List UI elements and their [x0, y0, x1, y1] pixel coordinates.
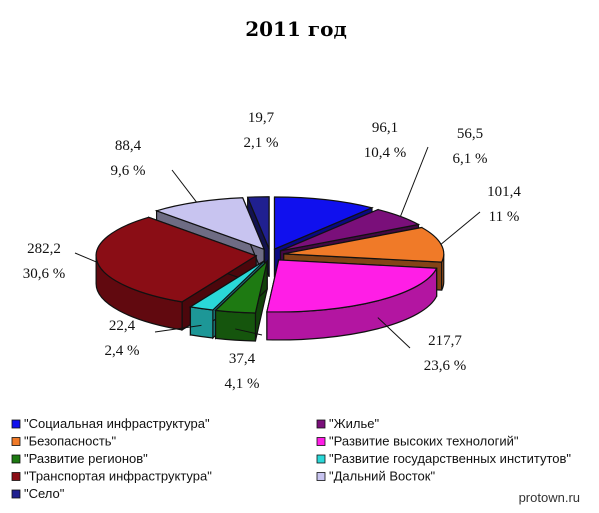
legend: "Социальная инфраструктура" "Жилье" "Безоп… [11, 416, 571, 501]
legend-swatch-3 [316, 437, 326, 446]
legend-label-8: "Село" [24, 486, 65, 501]
leader-line-4 [235, 328, 263, 336]
data-label-percent-1: 6,1 % [453, 151, 488, 167]
slice-6 [95, 216, 258, 303]
legend-label-7: "Дальний Восток" [329, 469, 435, 484]
slice-4 [214, 259, 269, 314]
legend-swatch-0 [11, 419, 21, 429]
data-label-value-6: 282,2 [27, 241, 61, 257]
leader-line-7 [171, 169, 197, 203]
legend-label-1: "Жилье" [329, 416, 379, 431]
slice-5 [188, 260, 265, 311]
legend-label-4: "Развитие регионов" [24, 451, 148, 466]
data-label-percent-2: 11 % [489, 209, 520, 225]
data-label-value-1: 56,5 [457, 126, 483, 142]
data-label-value-0: 96,1 [372, 120, 398, 136]
data-label-value-3: 217,7 [428, 333, 462, 349]
legend-label-2: "Безопасность" [24, 434, 117, 449]
legend-label-5: "Развитие государственных институтов" [329, 451, 571, 466]
pie-tops [95, 196, 445, 314]
leader-line-6 [74, 252, 98, 263]
legend-label-3: "Развитие высоких технологий" [329, 434, 519, 449]
slice-8 [246, 196, 270, 249]
legend-swatch-2 [11, 437, 21, 446]
slice-2 [283, 226, 445, 263]
data-label-percent-4: 4,1 % [225, 376, 260, 392]
data-labels: 96,1 10,4 % 56,5 6,1 % 101,4 11 % 217,7 23,6 % 3… [23, 110, 522, 392]
legend-swatch-8 [11, 489, 21, 499]
data-label-value-5: 22,4 [109, 318, 136, 334]
legend-label-6: "Транспортая инфраструктура" [24, 469, 212, 484]
slice-3 [266, 259, 438, 313]
legend-swatch-4 [11, 454, 21, 464]
legend-label-0: "Социальная инфраструктура" [24, 416, 210, 431]
leader-line-5 [154, 324, 202, 333]
slice-0 [273, 196, 374, 250]
chart-title: 2011 год [245, 17, 347, 41]
data-label-percent-8: 2,1 % [244, 135, 279, 151]
data-label-value-4: 37,4 [229, 351, 256, 367]
data-label-percent-0: 10,4 % [364, 145, 407, 161]
legend-swatch-6 [11, 472, 21, 481]
data-label-percent-3: 23,6 % [424, 358, 467, 374]
slice-side-4 [214, 309, 257, 342]
watermark: protown.ru [519, 490, 580, 505]
legend-swatch-1 [316, 419, 326, 429]
data-label-percent-5: 2,4 % [105, 343, 140, 359]
data-label-value-2: 101,4 [487, 184, 521, 200]
leader-lines [74, 146, 481, 349]
legend-swatch-5 [316, 454, 326, 464]
leader-line-2 [440, 211, 481, 245]
data-label-value-8: 19,7 [248, 110, 275, 126]
leader-line-3 [377, 317, 411, 349]
data-label-percent-7: 9,6 % [111, 163, 146, 179]
slice-side-5 [189, 306, 214, 339]
leader-line-1 [399, 146, 429, 217]
data-label-value-7: 88,4 [115, 138, 142, 154]
data-label-percent-6: 30,6 % [23, 266, 66, 282]
legend-swatch-7 [316, 472, 326, 481]
